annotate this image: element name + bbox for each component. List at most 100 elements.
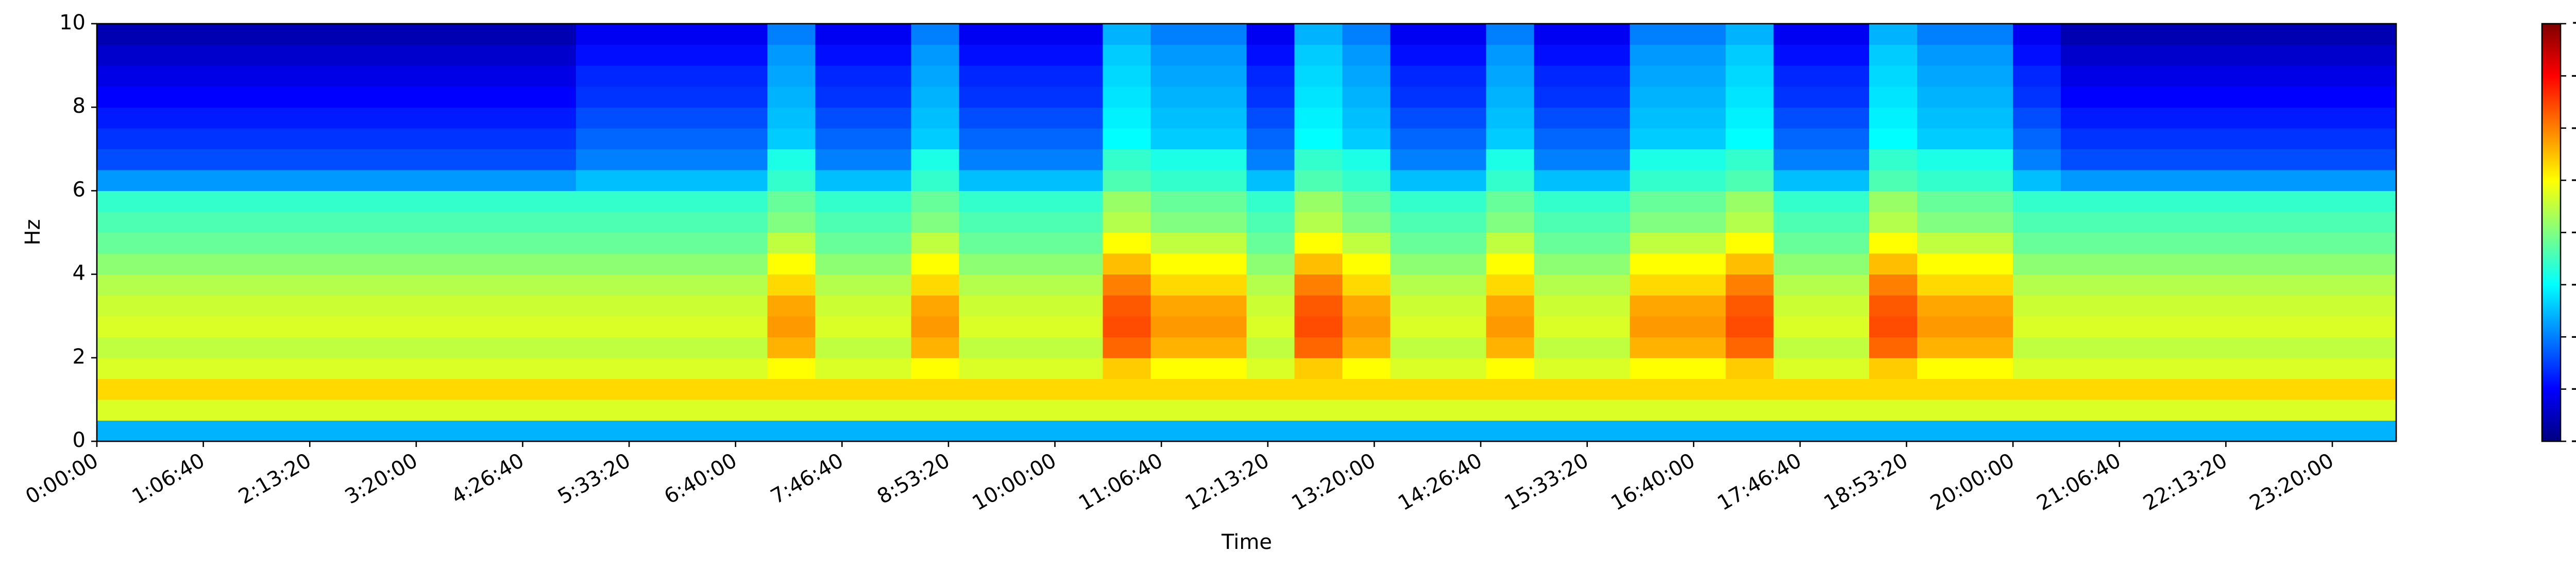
cell — [192, 399, 241, 421]
cell — [288, 378, 337, 400]
cell — [240, 316, 289, 337]
cell — [288, 420, 337, 442]
cell — [1725, 337, 1774, 358]
cell — [1869, 107, 1918, 129]
cell — [1294, 232, 1343, 254]
cell — [1103, 191, 1151, 212]
cell — [767, 420, 816, 442]
cell — [192, 169, 241, 191]
cell — [2205, 65, 2253, 87]
cell — [1007, 399, 1056, 421]
cell — [2157, 86, 2205, 108]
cell — [719, 44, 768, 66]
cell — [1486, 232, 1534, 254]
cell — [2013, 86, 2061, 108]
cell — [1055, 149, 1104, 170]
cell — [1677, 295, 1726, 317]
cell — [192, 86, 241, 108]
cell — [1821, 253, 1870, 275]
cell — [767, 357, 816, 379]
cell — [863, 191, 912, 212]
cell — [1342, 149, 1391, 170]
cell — [2252, 399, 2301, 421]
cell — [815, 420, 864, 442]
cell — [2205, 232, 2253, 254]
cell — [1390, 420, 1439, 442]
cell — [1725, 378, 1774, 400]
cell — [1150, 420, 1199, 442]
cell — [671, 357, 720, 379]
cell — [288, 169, 337, 191]
cell — [97, 316, 145, 337]
cell — [1821, 149, 1870, 170]
cell — [671, 191, 720, 212]
cell — [959, 107, 1008, 129]
cell — [1965, 337, 2013, 358]
cell — [1198, 169, 1247, 191]
cell — [863, 169, 912, 191]
cell — [480, 357, 529, 379]
cell — [144, 357, 193, 379]
cell — [1246, 191, 1295, 212]
cell — [1677, 357, 1726, 379]
y-tick-label: 6 — [73, 178, 86, 201]
cell — [384, 420, 433, 442]
cell — [1294, 399, 1343, 421]
cell — [288, 357, 337, 379]
cell — [144, 316, 193, 337]
cell — [384, 274, 433, 296]
cell — [1198, 420, 1247, 442]
cell — [815, 169, 864, 191]
cell — [2013, 24, 2061, 45]
cell — [815, 211, 864, 233]
cell — [1438, 253, 1486, 275]
cell — [1917, 357, 1965, 379]
cell — [144, 399, 193, 421]
cell — [863, 295, 912, 317]
cell — [1582, 316, 1630, 337]
cell — [432, 149, 481, 170]
cell — [2109, 191, 2157, 212]
cell — [911, 378, 960, 400]
cell — [1965, 420, 2013, 442]
cell — [528, 86, 577, 108]
cell — [1246, 169, 1295, 191]
cell — [671, 232, 720, 254]
cell — [1150, 274, 1199, 296]
cell — [1246, 316, 1295, 337]
cell — [671, 337, 720, 358]
cell — [1198, 274, 1247, 296]
cell — [1869, 191, 1918, 212]
cell — [2252, 420, 2301, 442]
cell — [1725, 420, 1774, 442]
cell — [911, 44, 960, 66]
cell — [528, 295, 577, 317]
cell — [528, 169, 577, 191]
cell — [2252, 295, 2301, 317]
cell — [2205, 44, 2253, 66]
cell — [1725, 86, 1774, 108]
cell — [192, 107, 241, 129]
cell — [528, 65, 577, 87]
cell — [815, 65, 864, 87]
cell — [1965, 316, 2013, 337]
cell — [1821, 44, 1870, 66]
cell — [1869, 420, 1918, 442]
cell — [815, 274, 864, 296]
cell — [2013, 149, 2061, 170]
cell — [2252, 357, 2301, 379]
cell — [1103, 107, 1151, 129]
cell — [1055, 357, 1104, 379]
cell — [1150, 65, 1199, 87]
cell — [575, 44, 624, 66]
cell — [1103, 169, 1151, 191]
cell — [2252, 128, 2301, 149]
cell — [623, 295, 672, 317]
cell — [1677, 337, 1726, 358]
cell — [288, 128, 337, 149]
cell — [911, 24, 960, 45]
cell — [1869, 253, 1918, 275]
cell — [1150, 44, 1199, 66]
cell — [767, 295, 816, 317]
cell — [1294, 191, 1343, 212]
